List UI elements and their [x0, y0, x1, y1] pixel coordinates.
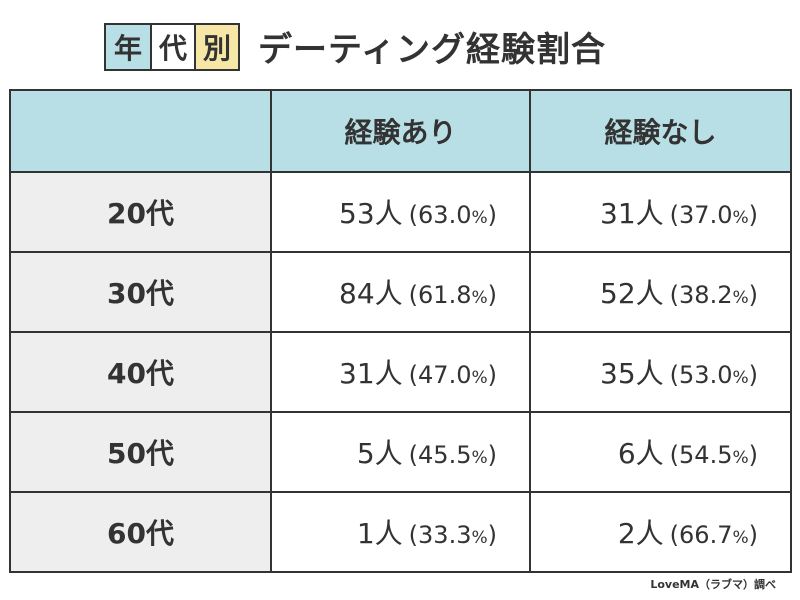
cell-without-experience: 2人 (66.7%) — [529, 491, 792, 573]
percent-open-paren: ( — [669, 521, 680, 549]
percent-close-paren: ) — [748, 201, 758, 229]
percent-symbol: % — [471, 528, 488, 548]
percent-number: 53.0 — [679, 361, 733, 389]
source-credit: LoveMA（ラブマ）調べ — [650, 578, 776, 591]
percent-open-paren: ( — [669, 281, 680, 309]
cell-without-experience: 35人 (53.0%) — [529, 331, 792, 413]
percent-number: 33.3 — [418, 521, 472, 549]
count-value: 1人 — [356, 517, 403, 550]
cell-without-experience: 31人 (37.0%) — [529, 171, 792, 253]
header-with-experience: 経験あり — [270, 89, 531, 173]
count-value: 2人 — [617, 517, 664, 550]
row-label: 40代 — [9, 331, 272, 413]
percent-number: 47.0 — [418, 361, 472, 389]
percent-close-paren: ) — [748, 441, 758, 469]
count-value: 31人 — [339, 357, 403, 390]
percent-symbol: % — [471, 208, 488, 228]
table-row: 20代 53人 (63.0%) 31人 (37.0%) — [9, 171, 792, 253]
percent-close-paren: ) — [487, 281, 497, 309]
percent-open-paren: ( — [408, 521, 419, 549]
percent-number: 45.5 — [418, 441, 472, 469]
percent-open-paren: ( — [408, 361, 419, 389]
count-value: 35人 — [600, 357, 664, 390]
percent-value: (66.7%) — [670, 521, 758, 549]
cell-with-experience: 1人 (33.3%) — [270, 491, 531, 573]
row-label: 60代 — [9, 491, 272, 573]
percent-number: 54.5 — [679, 441, 733, 469]
table-row: 60代 1人 (33.3%) 2人 (66.7%) — [9, 491, 792, 573]
cell-with-experience: 84人 (61.8%) — [270, 251, 531, 333]
row-label: 50代 — [9, 411, 272, 493]
percent-value: (53.0%) — [670, 361, 758, 389]
title-text: デーティング経験割合 — [258, 30, 606, 70]
percent-value: (61.8%) — [409, 281, 497, 309]
cell-without-experience: 52人 (38.2%) — [529, 251, 792, 333]
table-row: 50代 5人 (45.5%) 6人 (54.5%) — [9, 411, 792, 493]
percent-close-paren: ) — [748, 281, 758, 309]
title-badge-3: 別 — [194, 24, 238, 69]
table-row: 40代 31人 (47.0%) 35人 (53.0%) — [9, 331, 792, 413]
percent-symbol: % — [732, 448, 749, 468]
cell-with-experience: 53人 (63.0%) — [270, 171, 531, 253]
percent-number: 37.0 — [679, 201, 733, 229]
percent-open-paren: ( — [669, 441, 680, 469]
percent-number: 63.0 — [418, 201, 472, 229]
title-badges: 年 代 別 — [104, 22, 240, 71]
count-value: 52人 — [600, 277, 664, 310]
percent-value: (63.0%) — [409, 201, 497, 229]
percent-number: 61.8 — [418, 281, 472, 309]
table-row: 30代 84人 (61.8%) 52人 (38.2%) — [9, 251, 792, 333]
count-value: 31人 — [600, 197, 664, 230]
title-badge-2: 代 — [150, 24, 194, 69]
percent-close-paren: ) — [748, 521, 758, 549]
percent-symbol: % — [732, 368, 749, 388]
percent-open-paren: ( — [669, 201, 680, 229]
cell-without-experience: 6人 (54.5%) — [529, 411, 792, 493]
percent-symbol: % — [732, 528, 749, 548]
percent-symbol: % — [471, 448, 488, 468]
data-table: 経験あり 経験なし 20代 53人 (63.0%) 31人 (37.0%) 30代 84人(… — [9, 89, 792, 573]
count-value: 5人 — [356, 437, 403, 470]
chart-title: 年 代 別 デーティング経験割合 — [104, 22, 606, 71]
table-header-row: 経験あり 経験なし — [9, 89, 792, 173]
header-empty — [9, 89, 272, 173]
percent-value: (33.3%) — [409, 521, 497, 549]
percent-close-paren: ) — [487, 521, 497, 549]
percent-symbol: % — [471, 368, 488, 388]
percent-symbol: % — [471, 288, 488, 308]
percent-close-paren: ) — [487, 441, 497, 469]
percent-value: (45.5%) — [409, 441, 497, 469]
percent-value: (47.0%) — [409, 361, 497, 389]
count-value: 6人 — [617, 437, 664, 470]
percent-number: 38.2 — [679, 281, 733, 309]
cell-with-experience: 5人 (45.5%) — [270, 411, 531, 493]
count-value: 53人 — [339, 197, 403, 230]
percent-close-paren: ) — [748, 361, 758, 389]
count-value: 84人 — [339, 277, 403, 310]
percent-number: 66.7 — [679, 521, 733, 549]
cell-with-experience: 31人 (47.0%) — [270, 331, 531, 413]
percent-open-paren: ( — [408, 201, 419, 229]
header-without-experience: 経験なし — [529, 89, 792, 173]
percent-open-paren: ( — [669, 361, 680, 389]
percent-value: (38.2%) — [670, 281, 758, 309]
percent-value: (37.0%) — [670, 201, 758, 229]
title-badge-1: 年 — [106, 24, 150, 69]
percent-open-paren: ( — [408, 441, 419, 469]
percent-symbol: % — [732, 208, 749, 228]
percent-close-paren: ) — [487, 201, 497, 229]
percent-close-paren: ) — [487, 361, 497, 389]
percent-value: (54.5%) — [670, 441, 758, 469]
row-label: 30代 — [9, 251, 272, 333]
percent-symbol: % — [732, 288, 749, 308]
row-label: 20代 — [9, 171, 272, 253]
percent-open-paren: ( — [408, 281, 419, 309]
